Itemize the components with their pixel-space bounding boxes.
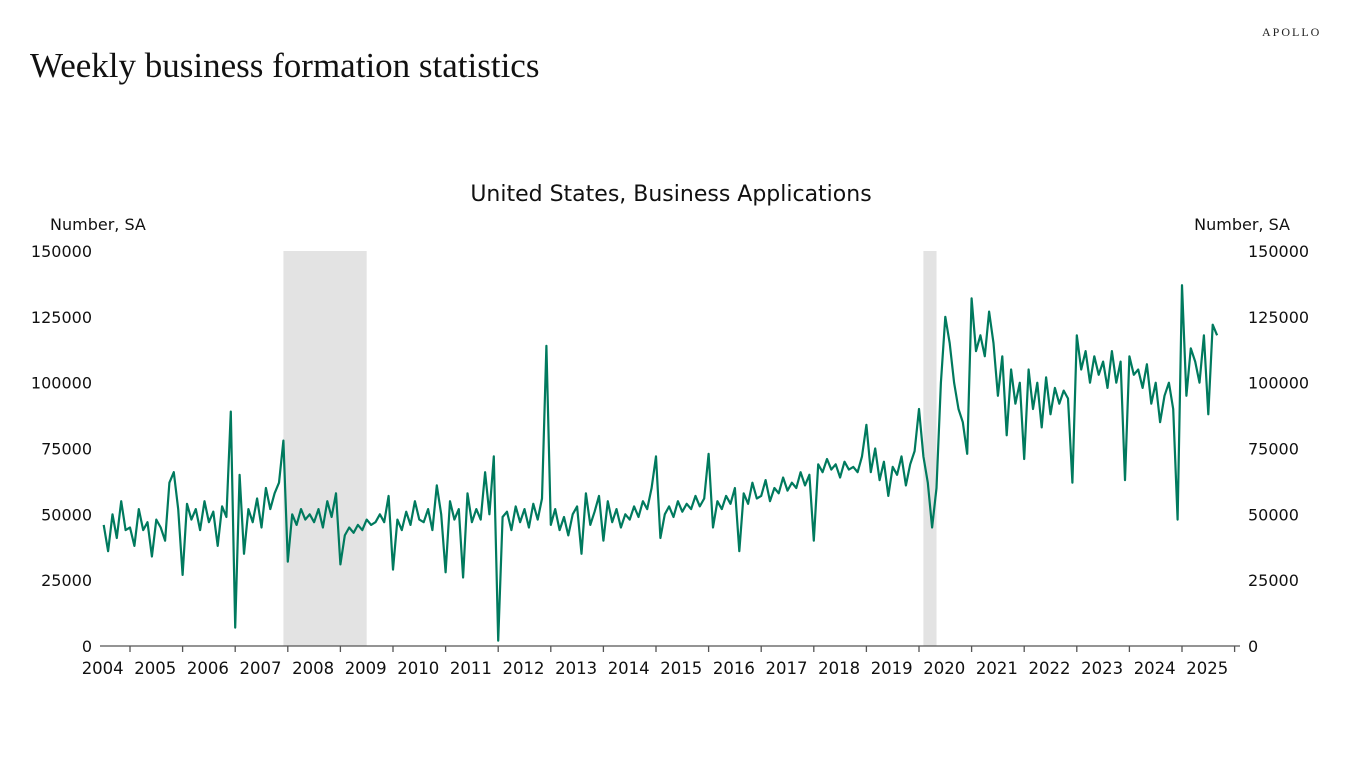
y-tick-label-left: 150000 [31,242,92,261]
x-tick-label: 2022 [1029,659,1071,678]
x-tick-label: 2018 [818,659,860,678]
y-tick-label-right: 0 [1248,637,1258,656]
x-tick-label: 2021 [976,659,1018,678]
y-tick-label-right: 25000 [1248,571,1299,590]
y-tick-label-right: 75000 [1248,440,1299,459]
x-tick-label: 2004 [82,659,124,678]
x-tick-label: 2025 [1186,659,1228,678]
x-tick-label: 2014 [608,659,650,678]
x-tick-label: 2007 [240,659,282,678]
x-tick-label: 2013 [555,659,597,678]
y-tick-label-right: 150000 [1248,242,1309,261]
recession-band [923,251,937,646]
x-tick-label: 2017 [766,659,808,678]
x-tick-label: 2020 [923,659,965,678]
y-tick-label-left: 25000 [41,571,92,590]
apollo-logo: APOLLO [1262,25,1322,39]
x-tick-label: 2019 [871,659,913,678]
x-tick-label: 2023 [1081,659,1123,678]
series-line-business-applications [102,284,1219,642]
y-tick-label-left: 125000 [31,308,92,327]
x-tick-label: 2011 [450,659,492,678]
x-tick-label: 2024 [1134,659,1176,678]
y-tick-label-left: 100000 [31,374,92,393]
page-title: Weekly business formation statistics [30,46,540,85]
y-tick-label-right: 50000 [1248,505,1299,524]
chart-title: United States, Business Applications [470,182,871,207]
x-tick-label: 2006 [187,659,229,678]
x-tick-label: 2015 [660,659,702,678]
x-tick-label: 2012 [503,659,545,678]
y-tick-label-left: 0 [82,637,92,656]
x-tick-label: 2010 [397,659,439,678]
recession-shading [283,251,937,646]
y-tick-label-left: 75000 [41,440,92,459]
y-axis-label-right: Number, SA [1194,215,1290,234]
y-tick-label-right: 125000 [1248,308,1309,327]
recession-band [283,251,367,646]
x-tick-label: 2005 [134,659,176,678]
x-tick-label: 2016 [713,659,755,678]
y-tick-label-right: 100000 [1248,374,1309,393]
x-tick-label: 2009 [345,659,387,678]
x-tick-label: 2008 [292,659,334,678]
y-axis-label-left: Number, SA [50,215,146,234]
y-tick-label-left: 50000 [41,505,92,524]
